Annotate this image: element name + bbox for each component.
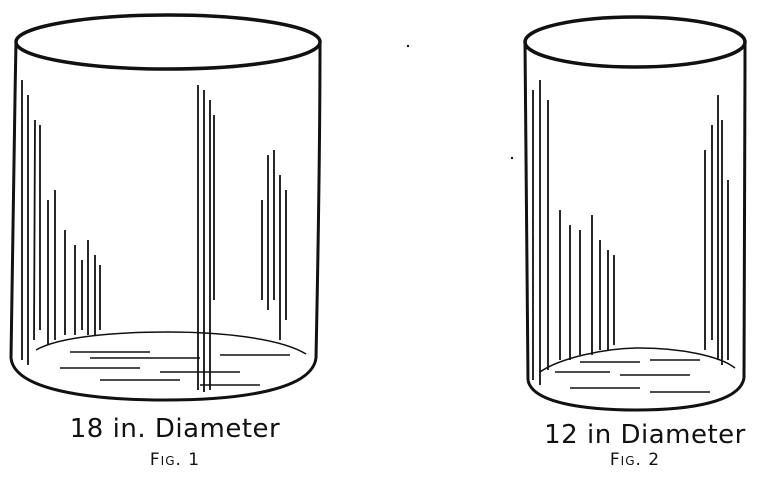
figure-1-label: Fig. 1 [149, 450, 201, 470]
cylinder-18in [9, 13, 322, 402]
figure-2-label: Fig. 2 [609, 450, 661, 470]
cylinder-12in-base-hatching [555, 359, 710, 393]
cylinder-12in-right-side [742, 41, 747, 379]
ink-speck [510, 156, 514, 160]
cylinder-12in-bottom-back-rim [539, 347, 736, 373]
ink-speck [406, 44, 410, 48]
cylinder-18in-top-rim [14, 13, 322, 71]
cylinder-12in-reflections [532, 80, 729, 385]
figure-1-caption: 18 in. Diameter [69, 414, 281, 444]
cylinder-18in-base-hatching [60, 351, 290, 386]
figure-2-caption: 12 in Diameter [544, 420, 746, 450]
cylinder-18in-reflections [21, 80, 287, 392]
cylinder-12in-top-rim [523, 15, 747, 69]
cylinder-18in-left-side [9, 41, 18, 359]
cylinder-18in-right-side [314, 41, 322, 359]
cylinder-12in-left-side [523, 41, 530, 381]
cylinder-12in-bottom-rim [526, 377, 746, 412]
cylinder-18in-bottom-back-rim [35, 331, 307, 355]
cylinder-12in [523, 15, 747, 412]
cylinder-18in-bottom-rim [9, 357, 318, 402]
